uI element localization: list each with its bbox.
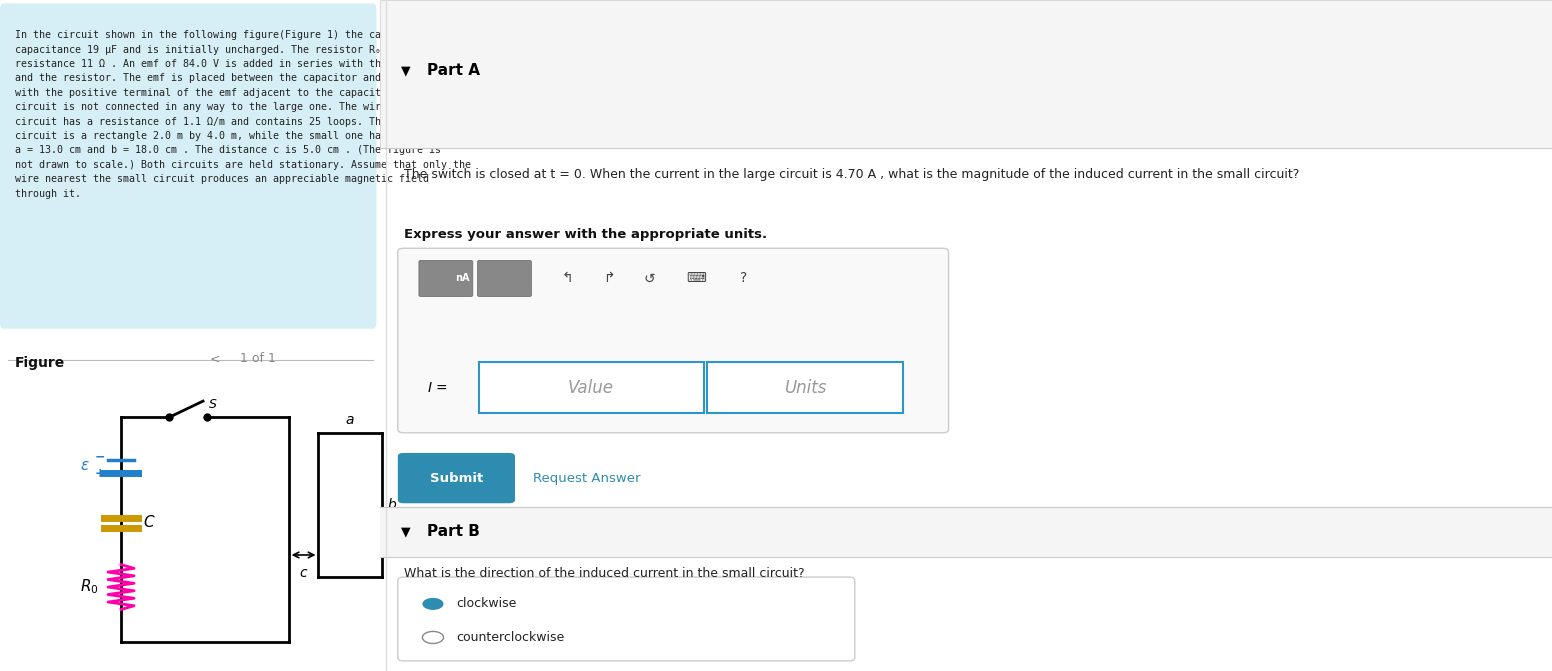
Text: In the circuit shown in the following figure(Figure 1) the capacitor has
capacit: In the circuit shown in the following fi…	[16, 30, 472, 199]
Text: c: c	[300, 566, 307, 580]
Text: b: b	[388, 499, 396, 512]
FancyBboxPatch shape	[478, 362, 703, 413]
FancyBboxPatch shape	[397, 453, 515, 503]
Text: Submit: Submit	[430, 472, 483, 484]
Text: 1 of 1: 1 of 1	[239, 352, 275, 365]
Circle shape	[422, 598, 444, 610]
Text: <: <	[210, 352, 220, 365]
FancyBboxPatch shape	[397, 248, 948, 433]
Text: What is the direction of the induced current in the small circuit?: What is the direction of the induced cur…	[404, 567, 804, 580]
Text: C: C	[143, 515, 154, 531]
Text: clockwise: clockwise	[456, 597, 517, 611]
Text: $I$ =: $I$ =	[427, 380, 447, 395]
Text: The switch is closed at t = 0. When the current in the large circuit is 4.70 A ,: The switch is closed at t = 0. When the …	[404, 168, 1299, 180]
Text: Figure: Figure	[16, 356, 65, 370]
Bar	[380, 507, 1552, 557]
Text: Part B: Part B	[427, 524, 480, 539]
FancyBboxPatch shape	[0, 3, 377, 329]
Text: −: −	[95, 451, 106, 464]
Text: $R_0$: $R_0$	[81, 578, 99, 597]
Text: ↱: ↱	[602, 272, 615, 285]
FancyBboxPatch shape	[478, 260, 531, 297]
Bar	[380, 0, 1552, 148]
Text: nA: nA	[455, 274, 470, 283]
Text: Express your answer with the appropriate units.: Express your answer with the appropriate…	[404, 228, 767, 241]
FancyBboxPatch shape	[397, 577, 855, 661]
FancyBboxPatch shape	[419, 260, 473, 297]
FancyBboxPatch shape	[708, 362, 903, 413]
Text: Part A: Part A	[427, 63, 480, 78]
Text: counterclockwise: counterclockwise	[456, 631, 565, 644]
Text: ↰: ↰	[562, 272, 574, 285]
Text: ε: ε	[81, 458, 88, 473]
Text: ↺: ↺	[644, 272, 655, 285]
Text: Units: Units	[784, 378, 826, 397]
Text: ?: ?	[740, 272, 747, 285]
Text: a: a	[346, 413, 354, 427]
Text: ▼: ▼	[402, 525, 411, 538]
Text: Value: Value	[568, 378, 615, 397]
Circle shape	[422, 631, 444, 643]
Text: ⌨: ⌨	[686, 272, 706, 285]
Text: Request Answer: Request Answer	[532, 472, 639, 484]
Text: ▼: ▼	[402, 64, 411, 77]
Text: +: +	[95, 467, 106, 480]
Text: S: S	[208, 398, 216, 411]
